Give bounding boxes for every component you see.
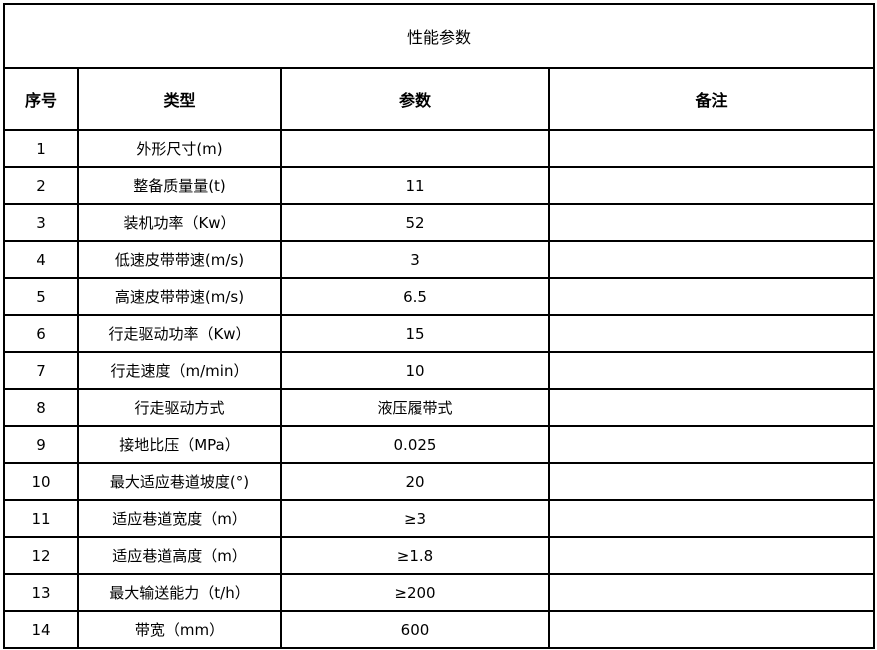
- table-row: 12 适应巷道高度（m） ≥1.8: [3, 536, 876, 575]
- table-row: 14 带宽（mm） 600: [3, 610, 876, 649]
- cell-note: [547, 240, 876, 279]
- cell-param: 20: [280, 462, 550, 501]
- table-row: 2 整备质量量(t) 11: [3, 166, 876, 205]
- cell-param: 10: [280, 351, 550, 390]
- cell-type: 接地比压（MPa）: [77, 425, 282, 464]
- cell-type: 适应巷道高度（m）: [77, 536, 282, 575]
- cell-type: 整备质量量(t): [77, 166, 282, 205]
- table-row: 13 最大输送能力（t/h） ≥200: [3, 573, 876, 612]
- cell-param: 11: [280, 166, 550, 205]
- cell-note: [547, 499, 876, 538]
- cell-index: 7: [3, 351, 79, 390]
- cell-index: 10: [3, 462, 79, 501]
- cell-type: 外形尺寸(m): [77, 129, 282, 168]
- table-row: 4 低速皮带带速(m/s) 3: [3, 240, 876, 279]
- cell-param: 6.5: [280, 277, 550, 316]
- cell-param: 52: [280, 203, 550, 242]
- cell-param: 600: [280, 610, 550, 649]
- performance-table: 性能参数 序号 类型 参数 备注 1 外形尺寸(m) 2 整备质量量(t) 11 3 装机功…: [2, 3, 876, 649]
- cell-param: [280, 129, 550, 168]
- cell-index: 9: [3, 425, 79, 464]
- cell-param: 液压履带式: [280, 388, 550, 427]
- cell-index: 6: [3, 314, 79, 353]
- cell-note: [547, 462, 876, 501]
- table-row: 10 最大适应巷道坡度(°) 20: [3, 462, 876, 501]
- table-row: 3 装机功率（Kw） 52: [3, 203, 876, 242]
- table-title: 性能参数: [2, 3, 876, 69]
- cell-param: 3: [280, 240, 550, 279]
- cell-index: 8: [3, 388, 79, 427]
- table-row: 8 行走驱动方式 液压履带式: [3, 388, 876, 427]
- cell-type: 适应巷道宽度（m）: [77, 499, 282, 538]
- table-row: 6 行走驱动功率（Kw） 15: [3, 314, 876, 353]
- cell-index: 12: [3, 536, 79, 575]
- cell-note: [547, 277, 876, 316]
- cell-index: 11: [3, 499, 79, 538]
- cell-param: 15: [280, 314, 550, 353]
- title-row: 性能参数: [2, 3, 876, 69]
- cell-type: 行走速度（m/min）: [77, 351, 282, 390]
- cell-type: 行走驱动功率（Kw）: [77, 314, 282, 353]
- cell-note: [547, 314, 876, 353]
- cell-note: [547, 573, 876, 612]
- header-type: 类型: [77, 67, 282, 131]
- cell-param: ≥1.8: [280, 536, 550, 575]
- table-row: 5 高速皮带带速(m/s) 6.5: [3, 277, 876, 316]
- cell-note: [547, 610, 876, 649]
- table-row: 11 适应巷道宽度（m） ≥3: [3, 499, 876, 538]
- cell-index: 4: [3, 240, 79, 279]
- cell-index: 5: [3, 277, 79, 316]
- cell-note: [547, 388, 876, 427]
- cell-note: [547, 129, 876, 168]
- cell-index: 13: [3, 573, 79, 612]
- cell-param: 0.025: [280, 425, 550, 464]
- cell-type: 带宽（mm）: [77, 610, 282, 649]
- cell-note: [547, 166, 876, 205]
- cell-index: 2: [3, 166, 79, 205]
- header-note: 备注: [547, 67, 876, 131]
- cell-note: [547, 536, 876, 575]
- cell-type: 高速皮带带速(m/s): [77, 277, 282, 316]
- cell-param: ≥200: [280, 573, 550, 612]
- cell-note: [547, 203, 876, 242]
- cell-type: 低速皮带带速(m/s): [77, 240, 282, 279]
- header-index: 序号: [3, 67, 79, 131]
- cell-index: 3: [3, 203, 79, 242]
- cell-type: 行走驱动方式: [77, 388, 282, 427]
- table-row: 1 外形尺寸(m): [3, 129, 876, 168]
- cell-index: 14: [3, 610, 79, 649]
- cell-note: [547, 425, 876, 464]
- header-param: 参数: [280, 67, 550, 131]
- cell-note: [547, 351, 876, 390]
- cell-type: 最大输送能力（t/h）: [77, 573, 282, 612]
- header-row: 序号 类型 参数 备注: [3, 67, 876, 131]
- cell-index: 1: [3, 129, 79, 168]
- table-row: 7 行走速度（m/min） 10: [3, 351, 876, 390]
- cell-type: 最大适应巷道坡度(°): [77, 462, 282, 501]
- cell-type: 装机功率（Kw）: [77, 203, 282, 242]
- table-row: 9 接地比压（MPa） 0.025: [3, 425, 876, 464]
- cell-param: ≥3: [280, 499, 550, 538]
